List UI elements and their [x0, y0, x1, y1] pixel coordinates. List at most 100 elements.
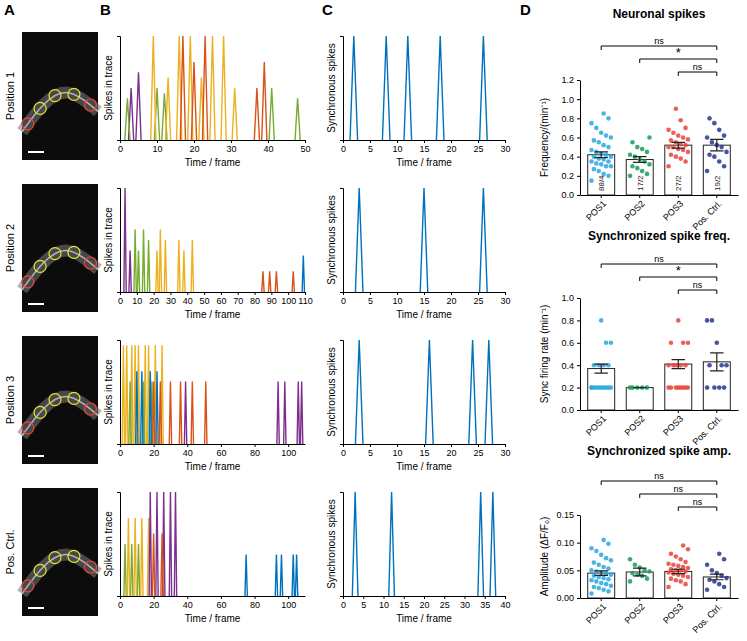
- error-bar: [633, 387, 646, 388]
- data-point: [686, 385, 691, 390]
- bar: [626, 388, 653, 410]
- y-axis-tick: 0.2: [561, 383, 580, 393]
- data-point: [606, 589, 611, 594]
- x-axis-tick-mark: [137, 292, 138, 295]
- micrograph-background: [22, 184, 98, 312]
- spike: [352, 492, 358, 596]
- x-axis-tick-label: 110: [298, 296, 312, 306]
- x-axis-tick-mark: [404, 596, 405, 599]
- error-bar: [633, 568, 646, 576]
- data-point: [592, 167, 597, 172]
- x-axis-tick: 40: [183, 292, 193, 306]
- significance-label: ns: [693, 280, 703, 290]
- spike: [355, 340, 363, 444]
- y-axis-tick-label: 1.0: [561, 95, 574, 105]
- spike: [156, 250, 158, 292]
- y-axis-line: [117, 189, 121, 293]
- error-bar: [710, 574, 723, 580]
- x-axis-tick: POS3: [661, 195, 685, 223]
- significance-bracket: [678, 72, 717, 76]
- data-point: [642, 159, 647, 164]
- y-axis: [117, 493, 121, 597]
- y-axis-tick-label: 0.8: [561, 316, 574, 326]
- spike: [127, 518, 129, 596]
- spike: [122, 345, 124, 444]
- data-point: [666, 561, 671, 566]
- row-label: Pos. Ctrl.: [4, 529, 16, 574]
- x-axis-tick-label: POS2: [623, 602, 647, 626]
- spike: [191, 382, 193, 444]
- y-axis-tick: 0.4: [561, 361, 580, 371]
- data-point: [710, 568, 715, 573]
- error-bar: [672, 569, 685, 573]
- data-point: [724, 576, 729, 581]
- x-axis-tick: 0: [341, 596, 346, 610]
- x-axis-tick-label: 90: [267, 296, 277, 306]
- y-axis-line: [117, 341, 121, 445]
- x-axis-tick: POS1: [584, 195, 608, 223]
- error-bar: [672, 142, 685, 148]
- y-axis-tick: 0.6: [561, 338, 580, 348]
- data-point: [604, 341, 609, 346]
- x-axis-tick: 25: [473, 292, 483, 306]
- y-axis-tick-label: 0.6: [561, 133, 574, 143]
- x-axis-line: [121, 444, 306, 445]
- x-axis-tick: POS1: [584, 598, 608, 626]
- x-axis-tick-mark: [716, 195, 717, 198]
- panel-label: A: [4, 1, 15, 18]
- x-axis-tick-label: 30: [460, 600, 470, 610]
- data-point: [599, 162, 604, 167]
- x-axis-tick-mark: [363, 596, 364, 599]
- x-axis-tick-label: 100: [281, 296, 296, 306]
- significance-label: *: [676, 263, 681, 278]
- data-point: [596, 169, 601, 174]
- spike: [152, 534, 154, 596]
- y-axis-tick-label: 0.2: [561, 383, 574, 393]
- spike: [275, 271, 277, 292]
- x-axis-tick-mark: [238, 292, 239, 295]
- error-bar: [633, 157, 646, 163]
- x-axis-tick: 5: [368, 292, 373, 306]
- spike: [480, 188, 488, 292]
- x-axis-tick-label: Pos. Ctrl.: [690, 199, 723, 232]
- y-axis-tick-label: 0.4: [561, 361, 574, 371]
- x-axis-tick-label: 60: [216, 296, 226, 306]
- roi-circle: [49, 90, 61, 102]
- x-axis-tick-label: 50: [300, 144, 310, 154]
- bar-label: 17/2: [636, 175, 645, 191]
- spike: [191, 62, 196, 140]
- y-axis: 0.00.20.40.60.81.01.2: [561, 75, 580, 200]
- significance-bracket: [640, 494, 717, 498]
- data-point: [640, 169, 645, 174]
- panel-label: D: [520, 1, 531, 18]
- y-axis: 0.000.050.100.15: [556, 510, 580, 603]
- row-label: Position 1: [4, 72, 16, 120]
- x-axis-tick-mark: [384, 596, 385, 599]
- spike: [151, 36, 156, 140]
- data-point: [601, 143, 606, 148]
- x-axis-tick-label: 0: [341, 448, 346, 458]
- x-axis-tick: 0: [118, 292, 123, 306]
- significance-label: ns: [693, 62, 703, 72]
- y-axis-tick-mark: [577, 343, 580, 344]
- y-axis: [340, 493, 344, 597]
- x-axis-tick-label: 20: [446, 144, 456, 154]
- x-axis-tick-mark: [187, 292, 188, 295]
- x-axis-tick-label: 15: [419, 144, 429, 154]
- data-point: [674, 154, 679, 159]
- data-point: [592, 585, 597, 590]
- data-point: [707, 363, 712, 368]
- data-point: [681, 574, 686, 579]
- roi-circle: [34, 260, 46, 272]
- x-axis-tick-mark: [444, 596, 445, 599]
- x-axis-line: [121, 292, 306, 293]
- y-axis: [117, 189, 121, 293]
- spike: [221, 36, 226, 140]
- x-axis-tick: 35: [480, 596, 490, 610]
- spike: [134, 518, 136, 596]
- data-point: [686, 547, 691, 552]
- x-axis-tick: 10: [379, 596, 389, 610]
- x-axis-tick-mark: [397, 292, 398, 295]
- x-axis-tick-mark: [370, 444, 371, 447]
- spike: [277, 382, 279, 444]
